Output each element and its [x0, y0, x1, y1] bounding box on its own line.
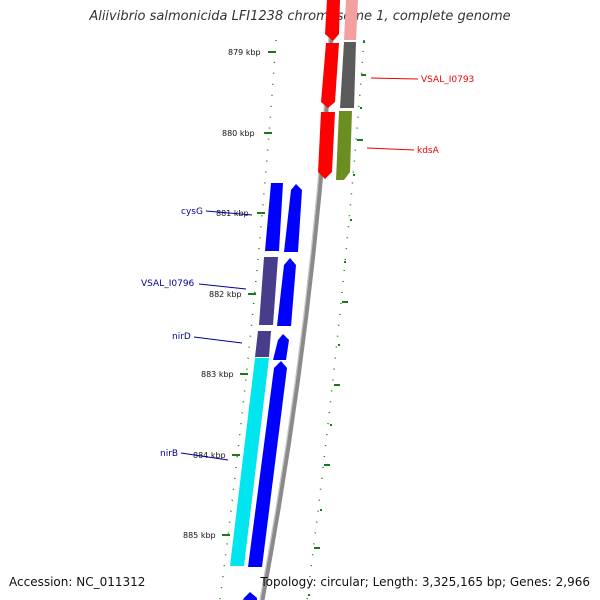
tick-label-884: 884 kbp: [193, 451, 226, 460]
gene-label-vsal-i0793[interactable]: VSAL_I0793: [421, 75, 474, 85]
gene-block-bottom-blue[interactable]: [243, 592, 257, 600]
scale-ticks: [222, 51, 276, 536]
gene-block-vsal-i0793-grey[interactable]: [340, 42, 356, 108]
gene-label-nird[interactable]: nirD: [172, 332, 191, 342]
gene-block-vsal-i0796-right[interactable]: [277, 258, 296, 326]
gene-block-vsal-i0796-left[interactable]: [259, 257, 278, 325]
gene-block-top-pink[interactable]: [344, 0, 358, 40]
gene-label-cysg[interactable]: cysG: [181, 207, 203, 217]
gene-label-kdsa[interactable]: kdsA: [417, 146, 440, 156]
gene-block-kdsa-olive[interactable]: [336, 111, 352, 180]
gene-block-nird-right[interactable]: [273, 334, 289, 360]
gene-block-nird-left[interactable]: [255, 331, 271, 357]
gene-block-cysg-right[interactable]: [284, 184, 302, 252]
gene-block-vsal-i0793-red[interactable]: [321, 43, 339, 108]
tick-label-883: 883 kbp: [201, 370, 234, 379]
scale-ring-outer: [308, 41, 366, 596]
gene-label-vsal-i0796[interactable]: VSAL_I0796: [141, 279, 195, 289]
gene-label-nirb[interactable]: nirB: [160, 449, 178, 459]
gene-block-cysg-left[interactable]: [265, 183, 283, 251]
tick-label-885: 885 kbp: [183, 531, 216, 540]
gene-block-top-red[interactable]: [325, 0, 340, 41]
tick-label-882: 882 kbp: [209, 290, 242, 299]
map-title: Aliivibrio salmonicida LFI1238 chromosom…: [89, 9, 511, 24]
genome-summary-text: Topology: circular; Length: 3,325,165 bp…: [260, 575, 590, 589]
tick-label-879: 879 kbp: [228, 48, 261, 57]
accession-text: Accession: NC_011312: [9, 575, 146, 589]
tick-label-880: 880 kbp: [222, 129, 255, 138]
gene-block-nirb-cyan[interactable]: [230, 358, 269, 566]
gene-block-kdsa-red[interactable]: [318, 112, 335, 179]
gene-block-nirb-blue[interactable]: [248, 361, 287, 567]
